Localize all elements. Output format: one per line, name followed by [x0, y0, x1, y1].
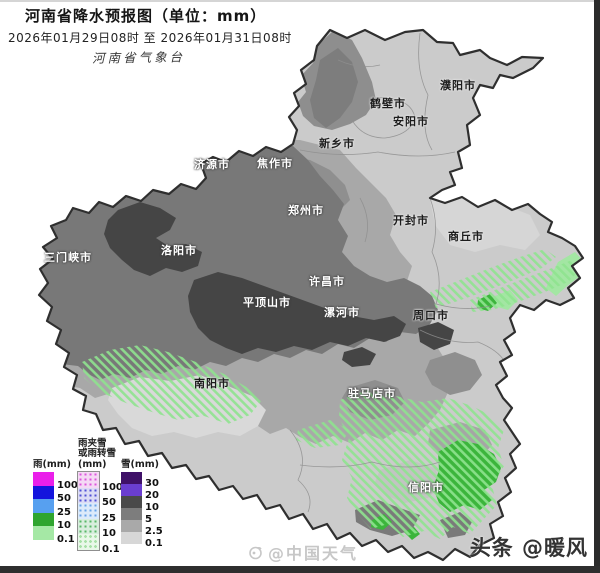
legend: 雨(mm) 100 50 25 10 0.1 雨夹雪 或雨转雪 (mm) 100 50 25 10… — [33, 427, 183, 567]
legend-swatch — [78, 534, 99, 550]
legend-swatch — [121, 496, 142, 508]
legend-tick: 30 — [145, 478, 159, 489]
legend-swatch — [121, 508, 142, 520]
legend-sleet-title: 雨夹雪 或雨转雪 (mm) — [78, 437, 117, 470]
legend-swatch — [78, 487, 99, 503]
legend-swatch — [121, 484, 142, 496]
legend-snow-title: 雪(mm) — [121, 458, 159, 470]
legend-tick: 50 — [102, 497, 116, 508]
agency-signature: 河南省气象台 — [91, 49, 186, 66]
legend-rain-swatches — [33, 472, 54, 540]
legend-tick: 10 — [102, 528, 116, 539]
snow-region-10-20-small — [342, 347, 376, 367]
legend-swatch — [33, 485, 54, 499]
snow-blob-zhumadian — [425, 352, 482, 395]
legend-swatch — [121, 520, 142, 532]
legend-swatch — [33, 472, 54, 486]
legend-sleet-swatches — [77, 471, 100, 551]
snow-region-10-20-band — [188, 272, 406, 354]
page-title: 河南省降水预报图（单位：mm） — [25, 7, 267, 25]
legend-swatch — [33, 499, 54, 513]
sleet-hatch-xinyang-w — [296, 420, 350, 448]
weibo-watermark: @中国天气 — [248, 540, 358, 564]
legend-swatch — [121, 532, 142, 544]
snow-neck-core — [310, 48, 358, 128]
legend-tick: 50 — [57, 493, 71, 504]
legend-rain-title: 雨(mm) — [33, 458, 71, 470]
legend-tick: 0.1 — [57, 533, 75, 545]
legend-snow-swatches — [121, 472, 142, 544]
snow-region-10-20-east — [418, 322, 454, 350]
snow-region-10-20-luoyang — [104, 202, 202, 276]
legend-swatch — [121, 472, 142, 484]
weibo-watermark-text: @中国天气 — [268, 544, 359, 563]
legend-tick: 25 — [102, 512, 116, 524]
city-boundaries — [289, 32, 506, 513]
legend-tick: 10 — [57, 520, 71, 531]
legend-swatch — [33, 526, 54, 540]
legend-tick: 20 — [145, 490, 159, 501]
sleet-hatch-xinyang — [339, 390, 504, 539]
forecast-date-range: 2026年01月29日08时 至 2026年01月31日08时 — [8, 31, 292, 45]
weibo-icon — [249, 546, 262, 559]
legend-tick: 100 — [57, 479, 78, 491]
sleet-hatch-shangqiu — [470, 260, 580, 312]
legend-tick: 0.1 — [102, 543, 120, 555]
legend-swatch — [78, 472, 99, 488]
legend-tick: 0.1 — [145, 538, 163, 549]
bottom-edge — [0, 566, 600, 573]
legend-tick: 100 — [102, 481, 123, 493]
top-border — [0, 0, 600, 2]
right-edge — [594, 0, 600, 573]
sleet-hatch-nanyang — [82, 345, 262, 424]
legend-tick: 5 — [145, 514, 152, 525]
legend-swatch — [78, 503, 99, 519]
province-outline — [37, 28, 585, 562]
legend-tick: 10 — [145, 502, 159, 513]
legend-swatch — [33, 512, 54, 526]
legend-tick: 2.5 — [145, 526, 163, 537]
sleet-hatch-zhoukou — [430, 249, 556, 308]
legend-tick: 25 — [57, 506, 71, 518]
toutiao-watermark: 头条 @暖风 — [469, 536, 588, 560]
legend-swatch — [78, 518, 99, 534]
